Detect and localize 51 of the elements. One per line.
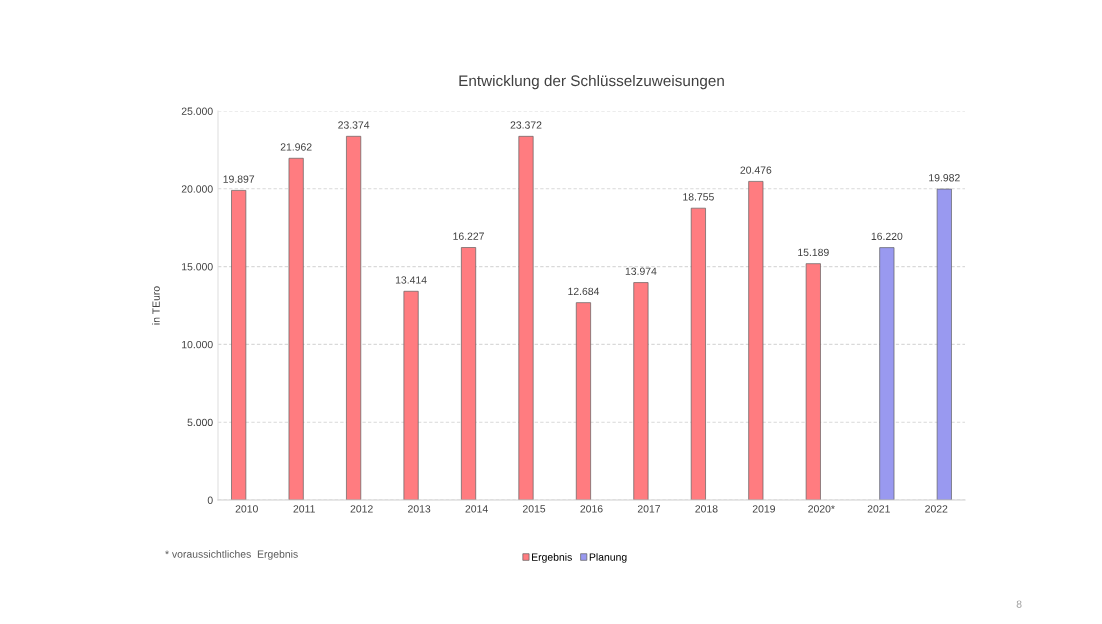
y-tick-label: 15.000 xyxy=(182,263,213,271)
x-tick-label: 2016 xyxy=(580,505,603,513)
x-tick-label: 2010 xyxy=(235,505,258,513)
bar xyxy=(288,157,304,500)
y-tick-label: 5.000 xyxy=(187,418,213,427)
x-tick-label: 2021 xyxy=(867,505,890,513)
x-tick-label: 2022 xyxy=(925,505,948,513)
bar xyxy=(231,190,247,500)
text: 8 xyxy=(1016,600,1022,608)
x-tick-label: 2012 xyxy=(350,505,373,513)
chart-title: Entwicklung der Schlüsselzuweisungen xyxy=(459,74,724,90)
bar xyxy=(575,302,591,500)
bar xyxy=(805,263,821,500)
y-tick-label: 20.000 xyxy=(181,185,213,193)
bar xyxy=(518,135,534,500)
bar xyxy=(879,247,895,500)
data-label: 19.982 xyxy=(929,174,960,182)
y-axis-title: in TEuro xyxy=(152,286,160,325)
data-label: 23.372 xyxy=(510,121,542,129)
y-tick-label: 0 xyxy=(207,496,213,504)
data-label: 16.220 xyxy=(871,232,903,240)
bar xyxy=(936,188,952,500)
data-label: 23.374 xyxy=(338,121,370,129)
data-label: 13.974 xyxy=(625,267,657,275)
x-tick-label: 2020* xyxy=(808,505,835,513)
data-label: 21.962 xyxy=(280,143,312,151)
bar xyxy=(748,181,764,500)
bar xyxy=(633,282,649,500)
legend-label: Ergebnis xyxy=(532,553,572,563)
x-tick-label: 2013 xyxy=(408,505,431,513)
bar xyxy=(461,247,477,500)
data-label: 18.755 xyxy=(683,193,714,201)
data-label: 20.476 xyxy=(740,166,772,174)
bar xyxy=(403,290,419,500)
bar xyxy=(690,207,706,500)
x-tick-label: 2011 xyxy=(293,505,315,513)
legend-label: Planung xyxy=(589,553,627,563)
bar xyxy=(346,135,362,500)
x-tick-label: 2014 xyxy=(465,505,488,513)
y-tick-label: 25.000 xyxy=(181,107,213,115)
data-label: 15.189 xyxy=(798,248,829,257)
text: * voraussichtliches Ergebnis xyxy=(165,550,298,560)
y-tick-label: 10.000 xyxy=(182,340,213,349)
x-tick-label: 2017 xyxy=(637,505,661,513)
data-label: 12.684 xyxy=(568,287,600,296)
x-tick-label: 2019 xyxy=(752,505,775,513)
data-label: 16.227 xyxy=(453,232,484,240)
data-label: 19.897 xyxy=(223,175,255,183)
data-label: 13.414 xyxy=(395,276,427,284)
x-tick-label: 2015 xyxy=(522,505,546,513)
x-tick-label: 2018 xyxy=(695,505,718,513)
